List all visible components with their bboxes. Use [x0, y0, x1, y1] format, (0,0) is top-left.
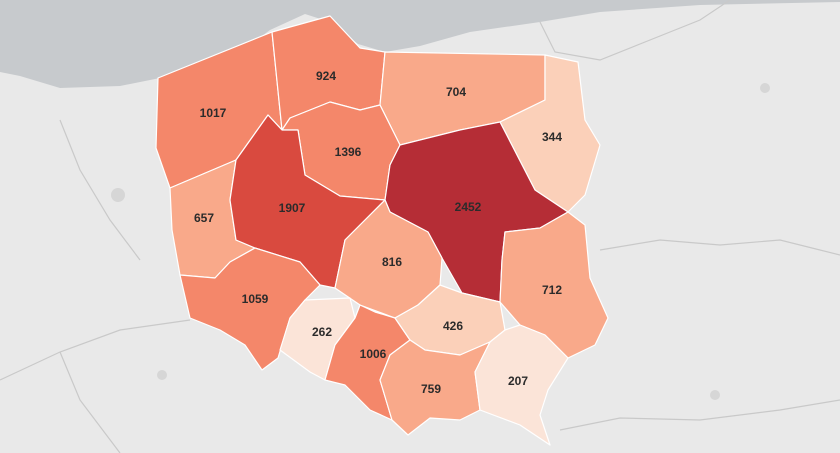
neighbour-border	[539, 0, 731, 61]
baltic-sea	[0, 0, 840, 88]
neighbour-border	[59, 351, 121, 453]
city-dot	[760, 83, 770, 93]
city-dot	[710, 390, 720, 400]
neighbour-border	[0, 319, 191, 381]
city-dot	[111, 188, 125, 202]
neighbour-border	[59, 119, 141, 261]
neighbour-border	[559, 399, 840, 431]
regions-layer	[155, 15, 609, 446]
region-podlaskie[interactable]	[499, 54, 601, 213]
region-podkarpackie[interactable]	[474, 324, 569, 446]
neighbour-border	[599, 239, 840, 256]
region-malopolskie[interactable]	[379, 339, 491, 436]
city-dot	[157, 370, 167, 380]
